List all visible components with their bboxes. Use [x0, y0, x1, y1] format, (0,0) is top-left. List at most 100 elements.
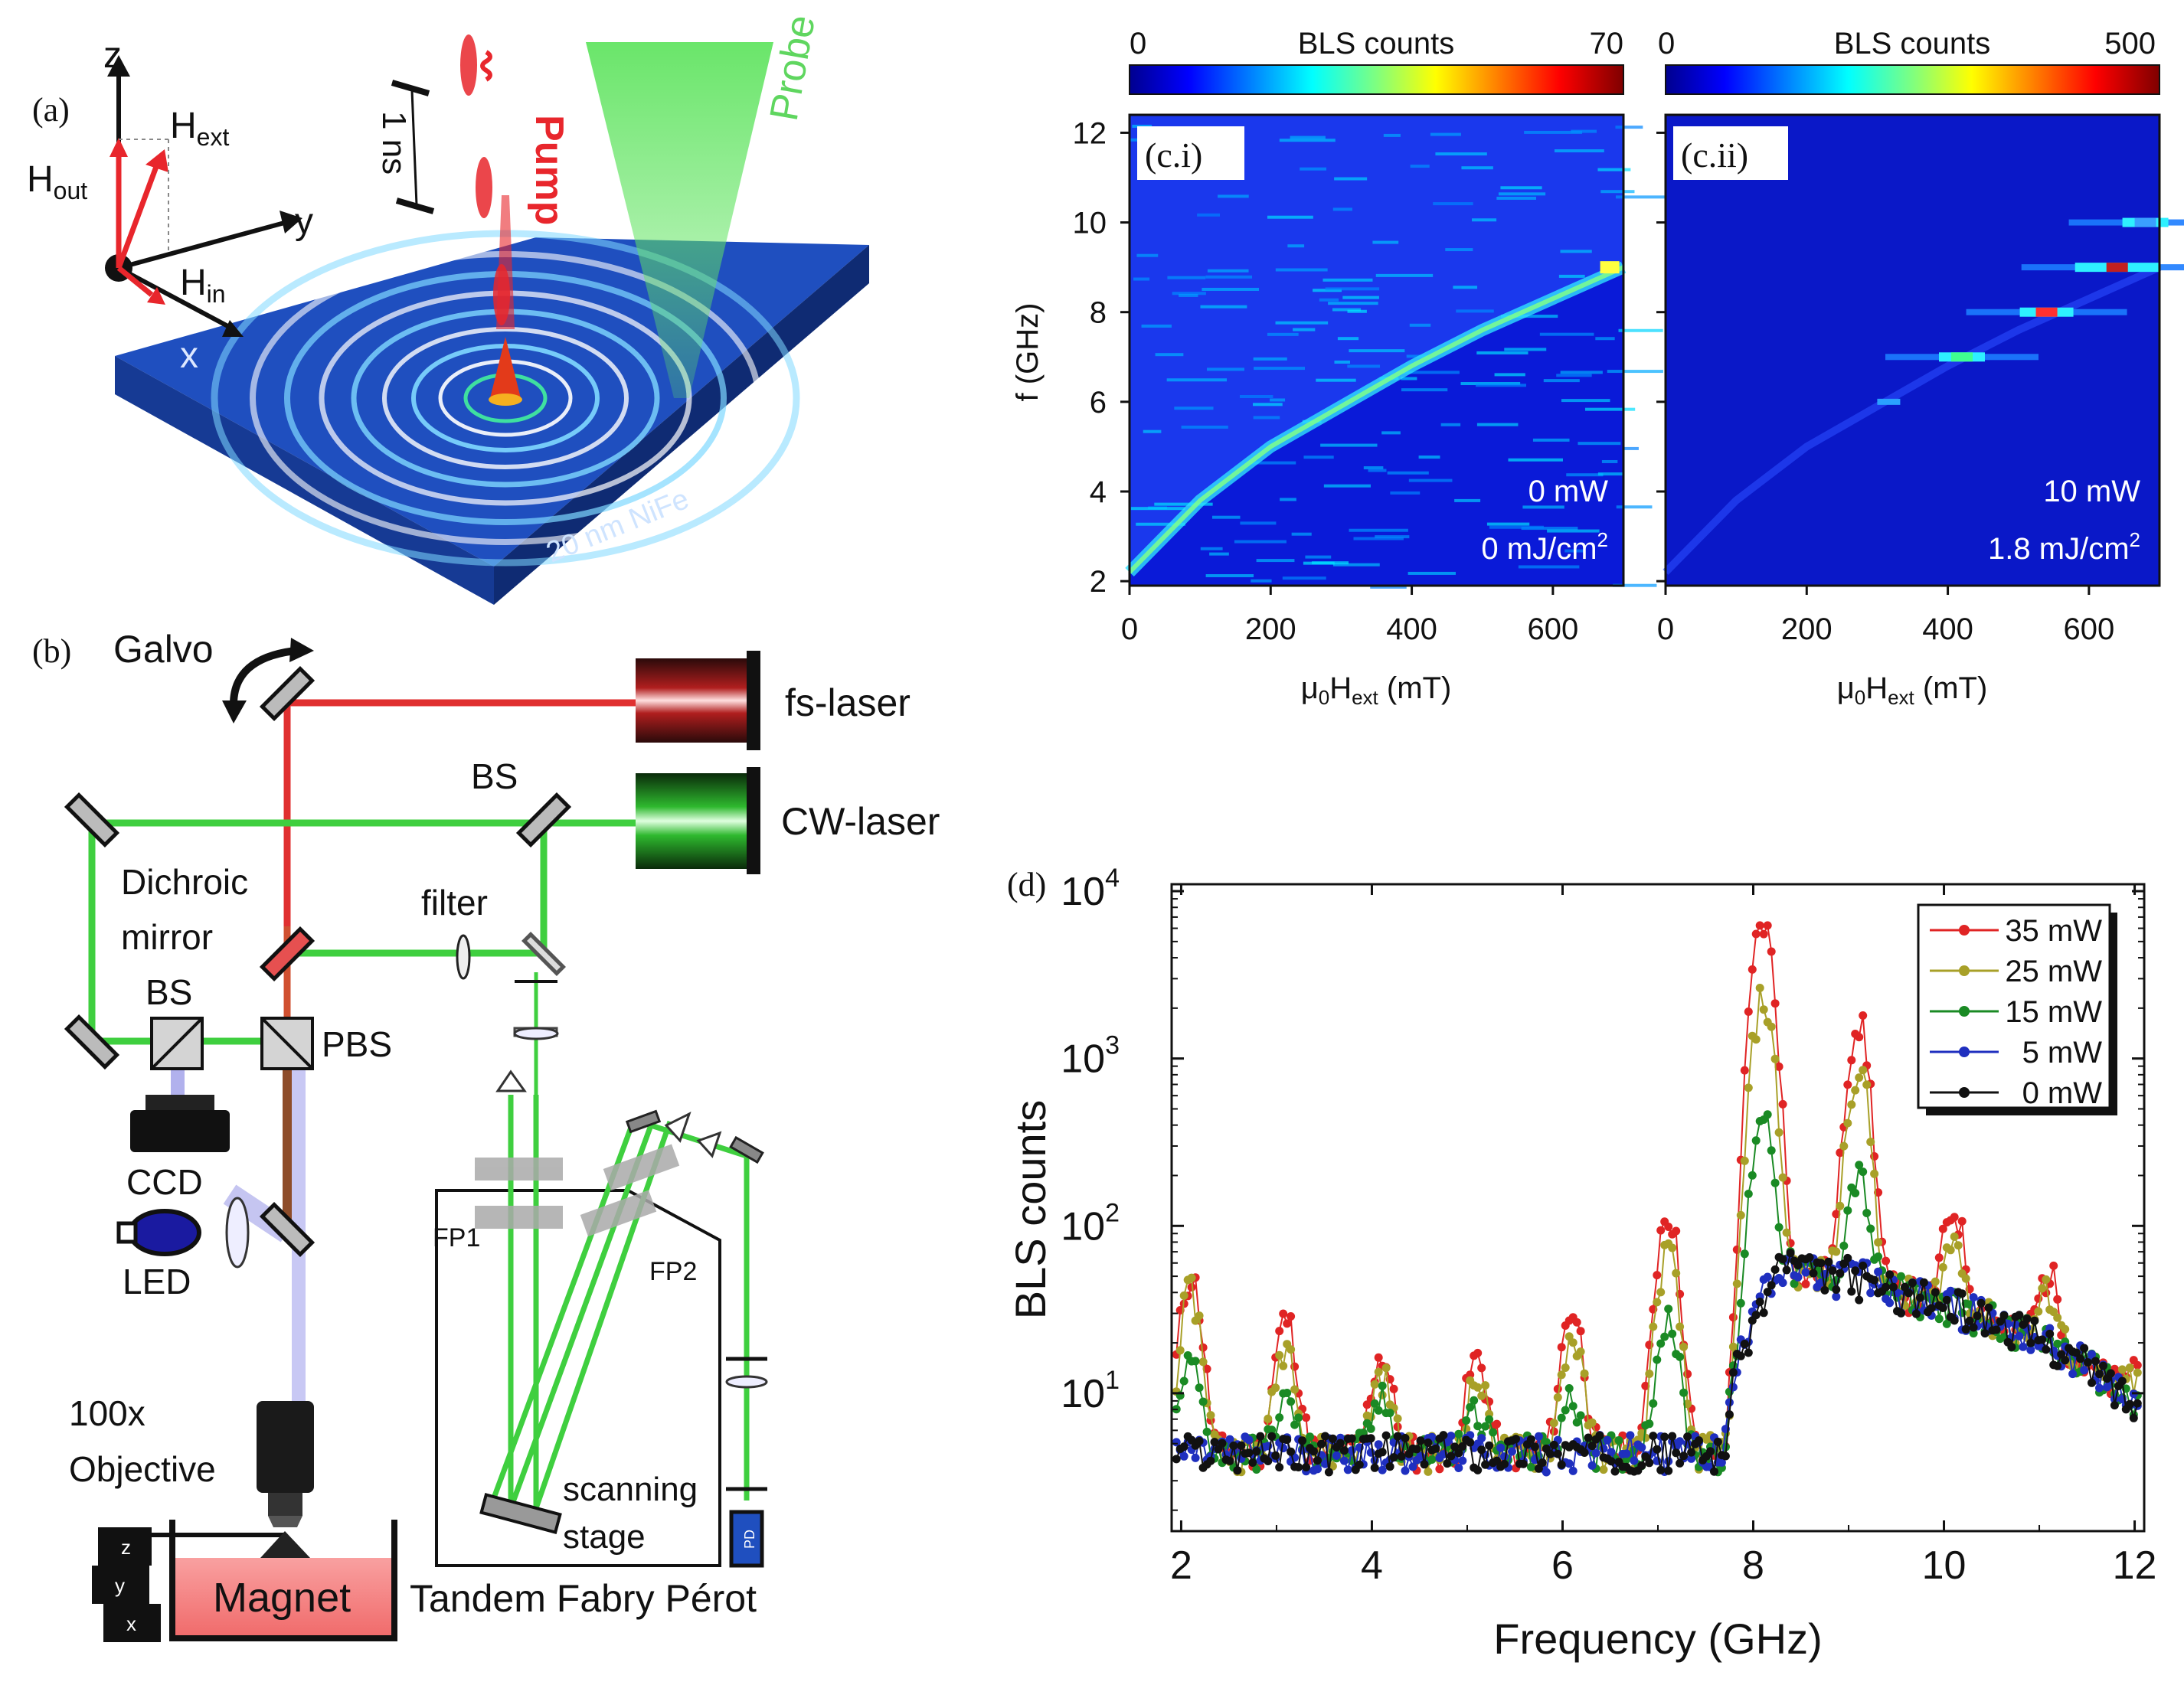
noise-stripe [1325, 287, 1380, 291]
xtick-label: 0 [1121, 612, 1138, 646]
series-point [1473, 1422, 1483, 1431]
series-point [1672, 1269, 1681, 1278]
series-point [1778, 1173, 1787, 1182]
series-point [1538, 1458, 1547, 1467]
harmonic-peak [2035, 307, 2058, 317]
objective-label-2: Objective [69, 1449, 216, 1489]
series-point [1489, 1428, 1498, 1437]
series-point [1553, 1393, 1562, 1402]
bs-top-label: BS [471, 756, 518, 796]
series-point [1420, 1460, 1429, 1469]
xyz-stage [92, 1527, 161, 1642]
series-point [1748, 1171, 1757, 1180]
series-point [1564, 1384, 1574, 1393]
noise-stripe [1305, 555, 1332, 559]
label-box-ci [1137, 126, 1244, 180]
series-point [1401, 1434, 1410, 1442]
series-point [1290, 1420, 1300, 1429]
noise-stripe [1332, 207, 1352, 211]
series-point [1454, 1464, 1463, 1472]
series-point [1942, 1319, 1951, 1328]
series-point [1481, 1381, 1490, 1390]
series-point [1851, 1086, 1860, 1095]
series-point [1717, 1458, 1726, 1467]
panel-label-a: (a) [32, 91, 70, 129]
galvo-label: Galvo [113, 628, 214, 671]
noise-stripe [1167, 276, 1206, 279]
magnet-label: Magnet [213, 1575, 351, 1621]
series-point [1751, 1035, 1761, 1044]
series-point [1450, 1442, 1460, 1452]
series-point [1587, 1461, 1597, 1470]
series-point [1512, 1435, 1520, 1444]
series-point [1557, 1370, 1566, 1380]
series-point [1233, 1466, 1242, 1475]
noise-stripe [1319, 298, 1339, 302]
panel-a-schematic: (a) Pump [27, 11, 869, 605]
legend-marker [1959, 1047, 1970, 1057]
series-point [1855, 1033, 1864, 1042]
series-point [1770, 999, 1780, 1008]
series-point [1836, 1148, 1845, 1158]
bs-left-label: BS [145, 972, 192, 1012]
series-point [1324, 1468, 1333, 1477]
axis-z-label: z [103, 35, 122, 76]
noise-stripe [1234, 540, 1287, 544]
panel-label-ci: (c.i) [1145, 136, 1202, 175]
series-point [1938, 1262, 1947, 1272]
series-point [1763, 1272, 1772, 1282]
noise-stripe [1280, 498, 1296, 501]
series-point [1549, 1440, 1558, 1449]
series-point [1572, 1318, 1581, 1327]
noise-stripe [1518, 565, 1580, 569]
series-point [1664, 1457, 1673, 1466]
series-point [1576, 1411, 1585, 1420]
noise-stripe [1267, 215, 1313, 219]
noise-stripe [1461, 166, 1493, 170]
panel-d-spectra: (d) 2 4 6 8 10 12 101 102 103 104 BLS counts Freq… [1006, 864, 2156, 1663]
series-point [1793, 1261, 1803, 1270]
series-point [1954, 1241, 1963, 1250]
noise-stripe [1130, 507, 1185, 511]
noise-stripe [1334, 361, 1350, 364]
cbar-left-max: 70 [1590, 27, 1624, 60]
series-point [1725, 1410, 1734, 1419]
series-point [1321, 1432, 1329, 1441]
series-point [1767, 1022, 1776, 1031]
series-point [1859, 1261, 1868, 1270]
series-point [1381, 1431, 1391, 1440]
series-point [1897, 1308, 1905, 1318]
series-point [1961, 1324, 1970, 1334]
series-point [1179, 1376, 1188, 1386]
legend-label: 25 mW [2005, 955, 2102, 988]
series-point [1466, 1403, 1475, 1412]
noise-stripe [1460, 382, 1521, 386]
series-point [1736, 1210, 1745, 1220]
series-point [1568, 1402, 1578, 1411]
series-point [1374, 1367, 1383, 1376]
series-point [1287, 1397, 1296, 1406]
series-point [1279, 1361, 1288, 1370]
series-point [2088, 1378, 2096, 1387]
noise-stripe [1408, 478, 1453, 482]
noise-stripe [1275, 321, 1329, 325]
series-point [1542, 1468, 1551, 1477]
series-point [1294, 1463, 1303, 1471]
series-point [1778, 1278, 1787, 1288]
series-point [2102, 1383, 2111, 1392]
series-point [1774, 1128, 1783, 1137]
series-point [1645, 1370, 1654, 1378]
series-point [1187, 1273, 1196, 1282]
series-point [1339, 1456, 1349, 1465]
series-point [2125, 1363, 2134, 1372]
xtick-label: 400 [1386, 612, 1437, 646]
series-point [1660, 1432, 1669, 1442]
series-point [1347, 1434, 1356, 1443]
heatmap-ticks: 2 4 6 8 10 12 0 200 400 600 0 200 400 600 [1073, 116, 2115, 646]
series-point [1458, 1456, 1467, 1465]
series-point [2015, 1331, 2024, 1340]
series-point [1302, 1413, 1311, 1422]
noise-stripe [1613, 583, 1657, 587]
series-point [1763, 1110, 1772, 1119]
legend-label: 0 mW [2022, 1076, 2103, 1110]
